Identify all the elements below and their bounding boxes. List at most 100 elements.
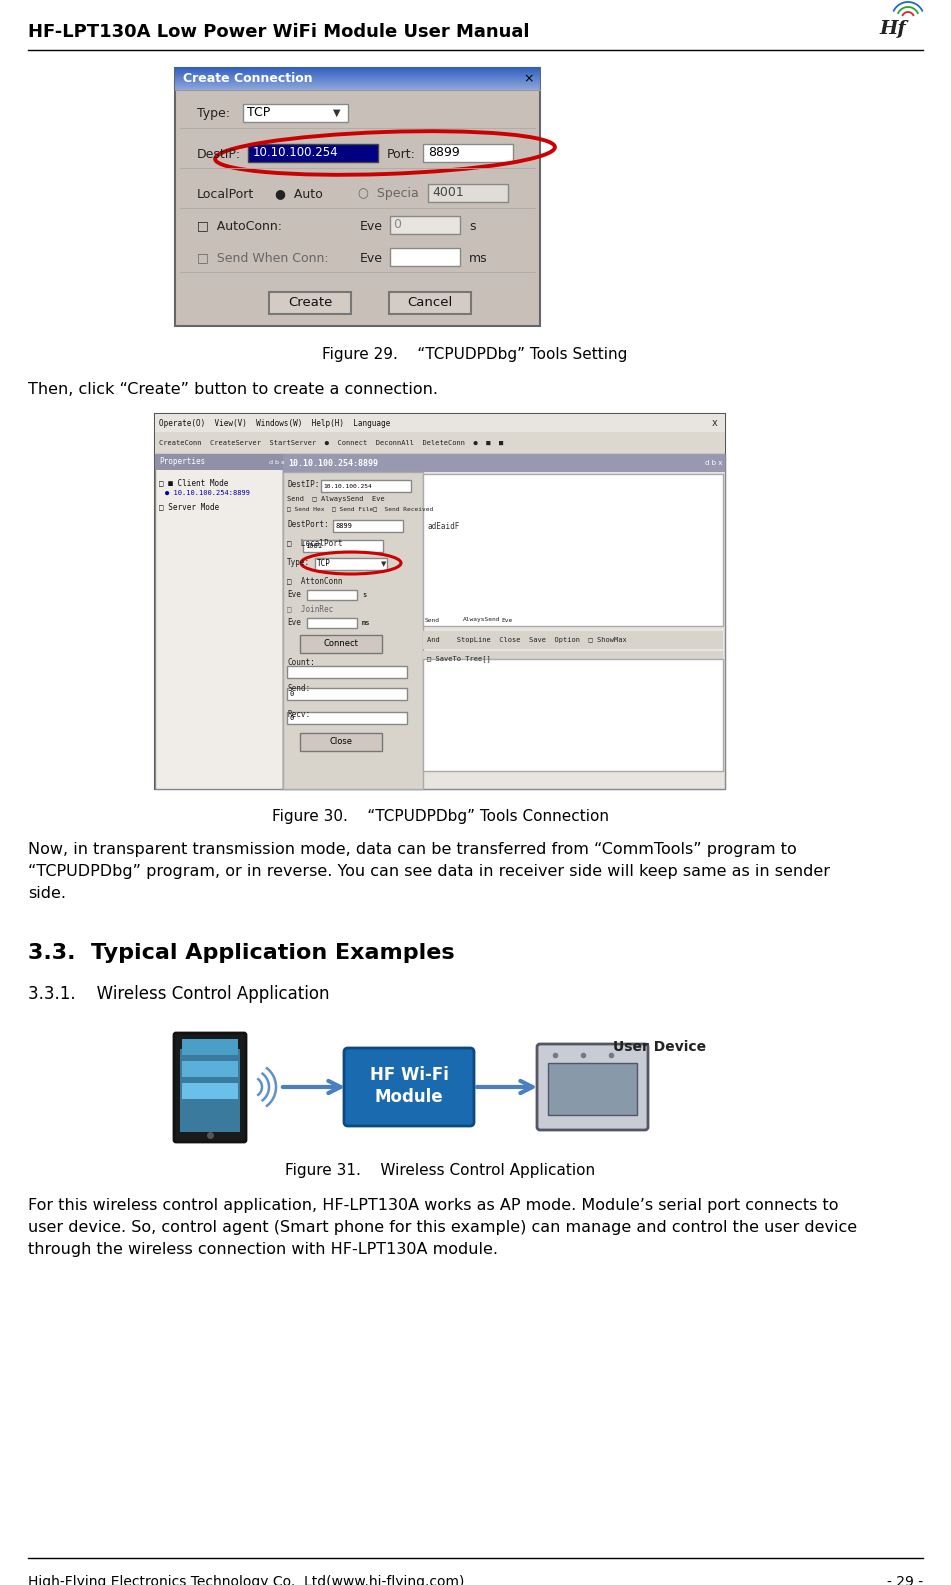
Text: Eve: Eve	[360, 252, 383, 265]
Text: Create: Create	[288, 296, 332, 309]
Text: Module: Module	[375, 1087, 443, 1106]
Text: Now, in transparent transmission mode, data can be transferred from “CommTools” : Now, in transparent transmission mode, d…	[28, 842, 797, 857]
Text: 8899: 8899	[428, 146, 459, 160]
Text: Hf: Hf	[880, 21, 906, 38]
Text: 0: 0	[289, 691, 293, 697]
Text: HF-LPT130A Low Power WiFi Module User Manual: HF-LPT130A Low Power WiFi Module User Ma…	[28, 24, 530, 41]
Text: TCP: TCP	[317, 560, 331, 569]
Text: d b x: d b x	[705, 460, 723, 466]
Text: User Device: User Device	[613, 1040, 707, 1054]
Text: 10.10.100.254: 10.10.100.254	[323, 483, 372, 488]
Text: Port:: Port:	[387, 147, 416, 160]
FancyBboxPatch shape	[182, 1083, 238, 1098]
Text: 1001: 1001	[305, 544, 322, 548]
Text: s: s	[469, 219, 476, 233]
FancyBboxPatch shape	[243, 105, 348, 122]
Text: For this wireless control application, HF-LPT130A works as AP mode. Module’s ser: For this wireless control application, H…	[28, 1198, 839, 1213]
Text: user device. So, control agent (Smart phone for this example) can manage and con: user device. So, control agent (Smart ph…	[28, 1220, 857, 1235]
Text: CreateConn  CreateServer  StartServer  ●  Connect  DeconnAll  DeleteConn  ●  ■  : CreateConn CreateServer StartServer ● Co…	[159, 441, 503, 445]
Text: ○  Specia: ○ Specia	[358, 187, 418, 200]
Text: Eve: Eve	[360, 219, 383, 233]
FancyBboxPatch shape	[283, 453, 725, 789]
Text: ms: ms	[362, 620, 371, 626]
Text: Type:: Type:	[287, 558, 310, 567]
Text: DestIP:: DestIP:	[197, 147, 242, 160]
Text: Send  □ AlwaysSend  Eve: Send □ AlwaysSend Eve	[287, 496, 385, 502]
Text: Figure 29.    “TCPUDPDbg” Tools Setting: Figure 29. “TCPUDPDbg” Tools Setting	[322, 347, 628, 361]
Text: 0: 0	[289, 715, 293, 721]
Text: s: s	[362, 593, 366, 598]
FancyBboxPatch shape	[548, 1064, 637, 1114]
Text: ms: ms	[469, 252, 488, 265]
Text: Eve: Eve	[287, 618, 301, 628]
Text: 10.10.100.254: 10.10.100.254	[253, 146, 339, 160]
FancyBboxPatch shape	[287, 712, 407, 724]
FancyBboxPatch shape	[428, 184, 508, 201]
FancyBboxPatch shape	[333, 520, 403, 533]
Text: 3.3.1.    Wireless Control Application: 3.3.1. Wireless Control Application	[28, 984, 329, 1003]
Text: 4001: 4001	[432, 187, 464, 200]
FancyBboxPatch shape	[248, 144, 378, 162]
FancyBboxPatch shape	[315, 558, 387, 571]
FancyBboxPatch shape	[344, 1048, 474, 1125]
Text: 3.3.  Typical Application Examples: 3.3. Typical Application Examples	[28, 943, 455, 964]
Text: 0: 0	[393, 219, 401, 231]
Text: □  JoinRec: □ JoinRec	[287, 604, 333, 613]
Text: “TCPUDPDbg” program, or in reverse. You can see data in receiver side will keep : “TCPUDPDbg” program, or in reverse. You …	[28, 864, 830, 880]
Text: DestIP:: DestIP:	[287, 480, 320, 490]
Text: LocalPort: LocalPort	[197, 187, 254, 200]
Text: High-Flying Electronics Technology Co., Ltd(www.hi-flying.com): High-Flying Electronics Technology Co., …	[28, 1575, 464, 1585]
Text: ▼: ▼	[333, 108, 340, 117]
Text: 10.10.100.254:8899: 10.10.100.254:8899	[288, 458, 378, 468]
FancyBboxPatch shape	[423, 659, 723, 770]
Text: ×: ×	[524, 73, 534, 86]
FancyBboxPatch shape	[300, 732, 382, 751]
Text: Then, click “Create” button to create a connection.: Then, click “Create” button to create a …	[28, 382, 438, 396]
FancyBboxPatch shape	[155, 453, 283, 471]
FancyBboxPatch shape	[537, 1045, 648, 1130]
Text: Type:: Type:	[197, 108, 230, 120]
Text: side.: side.	[28, 886, 66, 900]
Text: Send:: Send:	[287, 685, 310, 693]
FancyBboxPatch shape	[303, 540, 383, 552]
FancyBboxPatch shape	[423, 474, 723, 626]
FancyBboxPatch shape	[175, 68, 540, 327]
Text: through the wireless connection with HF-LPT130A module.: through the wireless connection with HF-…	[28, 1243, 498, 1257]
Text: Close: Close	[329, 737, 353, 747]
Text: - 29 -: - 29 -	[887, 1575, 923, 1585]
FancyBboxPatch shape	[269, 292, 351, 314]
Text: Operate(O)  View(V)  Windows(W)  Help(H)  Language: Operate(O) View(V) Windows(W) Help(H) La…	[159, 418, 390, 428]
Text: □ SaveTo Tree[]: □ SaveTo Tree[]	[427, 656, 491, 663]
Text: □  AttonConn: □ AttonConn	[287, 575, 342, 585]
FancyBboxPatch shape	[423, 651, 723, 667]
Text: □ Send Hex  □ Send File□  Send Received: □ Send Hex □ Send File□ Send Received	[287, 506, 434, 510]
Text: HF Wi-Fi: HF Wi-Fi	[370, 1067, 449, 1084]
Text: Create Connection: Create Connection	[183, 73, 313, 86]
Text: Properties: Properties	[159, 458, 205, 466]
Text: Cancel: Cancel	[407, 296, 453, 309]
FancyBboxPatch shape	[520, 71, 538, 87]
Text: Connect: Connect	[323, 639, 359, 648]
Text: TCP: TCP	[247, 106, 270, 119]
FancyBboxPatch shape	[390, 247, 460, 266]
Text: AlwaysSend: AlwaysSend	[463, 618, 500, 623]
FancyBboxPatch shape	[390, 216, 460, 235]
FancyBboxPatch shape	[182, 1040, 238, 1056]
Text: Figure 31.    Wireless Control Application: Figure 31. Wireless Control Application	[285, 1162, 595, 1178]
Text: □ ■ Client Mode: □ ■ Client Mode	[159, 479, 228, 487]
Text: Eve: Eve	[501, 618, 513, 623]
FancyBboxPatch shape	[321, 480, 411, 491]
FancyBboxPatch shape	[423, 144, 513, 162]
Text: 8899: 8899	[335, 523, 352, 529]
Text: x: x	[712, 418, 718, 428]
FancyBboxPatch shape	[287, 688, 407, 701]
Text: Eve: Eve	[287, 590, 301, 599]
Text: Count:: Count:	[287, 658, 315, 667]
Text: ● 10.10.100.254:8899: ● 10.10.100.254:8899	[165, 490, 250, 496]
FancyBboxPatch shape	[174, 1033, 246, 1143]
FancyBboxPatch shape	[287, 666, 407, 678]
Text: Figure 30.    “TCPUDPDbg” Tools Connection: Figure 30. “TCPUDPDbg” Tools Connection	[271, 810, 609, 824]
FancyBboxPatch shape	[155, 414, 725, 789]
FancyBboxPatch shape	[283, 453, 725, 472]
FancyBboxPatch shape	[283, 472, 423, 789]
